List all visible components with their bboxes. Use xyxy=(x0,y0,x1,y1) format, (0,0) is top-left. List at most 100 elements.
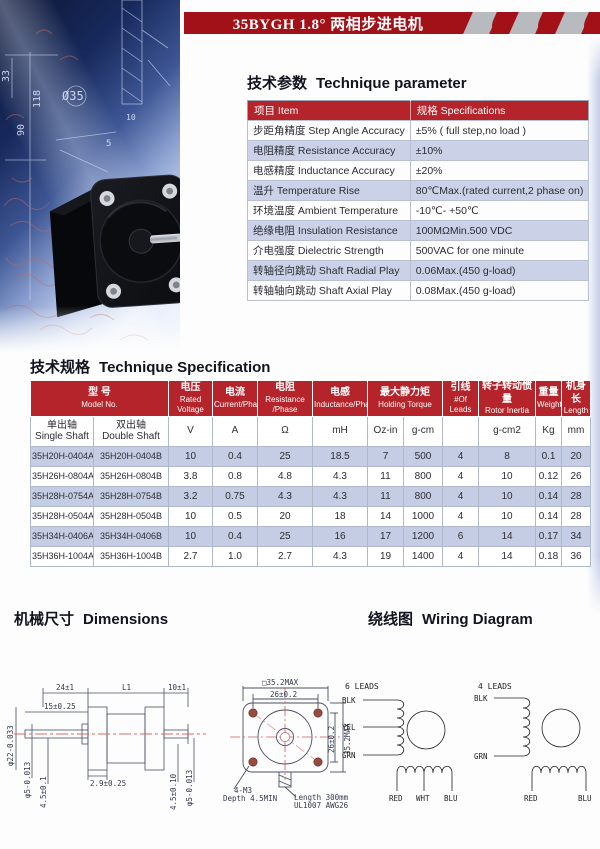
spec-cell: 18 xyxy=(312,505,368,527)
spec-unit-header: Ω xyxy=(257,415,313,447)
spec-cell: 8 xyxy=(478,445,537,467)
spec-unit-header xyxy=(442,415,480,447)
param-item-cell: 温升 Temperature Rise xyxy=(247,180,411,201)
param-spec-cell: ±10% xyxy=(409,140,590,161)
spec-cell: 25 xyxy=(257,445,313,467)
param-item-cell: 转轴径向跳动 Shaft Radial Play xyxy=(247,260,411,281)
spec-cell: 10 xyxy=(168,505,213,527)
spec-cell: 10 xyxy=(168,445,213,467)
svg-text:L1: L1 xyxy=(122,683,131,692)
spec-cell: 2.7 xyxy=(168,545,213,567)
spec-cell: 20 xyxy=(561,445,592,467)
spec-row: 35H20H-0404A 35H20H-0404B 10 0.4 25 18.5 7 500 4… xyxy=(30,445,592,467)
svg-text:φ5-0.013: φ5-0.013 xyxy=(185,770,194,806)
param-row: 介电强度 Dielectric Strength 500VAC for one m… xyxy=(247,240,590,261)
param-spec-cell: 0.06Max.(450 g-load) xyxy=(409,260,590,281)
side-view-drawing: 24±1 L1 10±1 15±0.25 φ22-0.033 φ5-0.013 … xyxy=(2,658,220,849)
dimensions-heading: 机械尺寸 Dimensions xyxy=(14,608,168,629)
dimensions-heading-zh: 机械尺寸 xyxy=(14,611,75,628)
svg-text:YEL: YEL xyxy=(342,723,356,732)
spec-col-header: 转子转动惯量 Rotor Inertia xyxy=(478,380,537,417)
spec-cell: 4 xyxy=(442,465,480,487)
spec-cell: 28 xyxy=(561,485,592,507)
param-spec-cell: 80℃Max.(rated current,2 phase on) xyxy=(409,180,590,201)
svg-text:118: 118 xyxy=(32,90,43,108)
svg-text:Ø35: Ø35 xyxy=(62,89,84,103)
spec-cell: 0.8 xyxy=(212,465,258,487)
parameters-table: 项目 Item 规格 Specifications 步距角精度 Step Ang… xyxy=(247,100,590,301)
parameters-heading: 技术参数 Technique parameter xyxy=(247,72,467,93)
param-row: 电阻精度 Resistance Accuracy ±10% xyxy=(247,140,590,161)
spec-cell: 18.5 xyxy=(312,445,368,467)
param-item-cell: 电阻精度 Resistance Accuracy xyxy=(247,140,411,161)
spec-cell: 4.3 xyxy=(312,485,368,507)
spec-cell: 0.12 xyxy=(535,465,563,487)
spec-cell: 4.3 xyxy=(257,485,313,507)
svg-text:BLU: BLU xyxy=(578,794,592,803)
specification-heading: 技术规格 Technique Specification xyxy=(30,356,270,377)
four-leads-label: 4 LEADS xyxy=(478,682,512,691)
spec-cell: 35H28H-0754A xyxy=(30,485,94,507)
wiring-heading-en: Wiring Diagram xyxy=(422,611,533,628)
spec-unit-header: 双出轴 Double Shaft xyxy=(93,415,169,447)
parameters-heading-en: Technique parameter xyxy=(316,75,467,92)
param-item-cell: 转轴轴向跳动 Shaft Axial Play xyxy=(247,280,411,301)
spec-unit-header: V xyxy=(168,415,213,447)
svg-text:5: 5 xyxy=(106,139,111,149)
spec-cell: 7 xyxy=(367,445,404,467)
front-view-drawing: □35.2MAX 26±0.2 26±0.2 35.2MAX 4-M3 Dept… xyxy=(222,658,352,849)
param-row: 环境温度 Ambient Temperature -10℃- +50℃ xyxy=(247,200,590,221)
spec-col-header: 电压 Rated Voltage xyxy=(168,380,213,417)
svg-text:2.9±0.25: 2.9±0.25 xyxy=(90,779,126,788)
parameters-heading-zh: 技术参数 xyxy=(247,75,308,92)
spec-cell: 35H36H-1004A xyxy=(30,545,94,567)
spec-cell: 28 xyxy=(561,505,592,527)
banner-stripe-decoration xyxy=(462,12,600,34)
spec-col-header: 重量 Weight xyxy=(535,380,563,417)
spec-cell: 0.14 xyxy=(535,485,563,507)
spec-cell: 35H20H-0404A xyxy=(30,445,94,467)
spec-col-header: 电阻 Resistance /Phase xyxy=(257,380,313,417)
svg-text:φ22-0.033: φ22-0.033 xyxy=(6,725,15,766)
svg-text:33: 33 xyxy=(1,70,12,82)
svg-text:Length 300mm: Length 300mm xyxy=(294,793,349,802)
spec-cell: 0.17 xyxy=(535,525,563,547)
parameters-header-row: 项目 Item 规格 Specifications xyxy=(247,100,589,121)
spec-cell: 35H26H-0804B xyxy=(93,465,169,487)
svg-text:φ5-0.013: φ5-0.013 xyxy=(23,762,32,798)
spec-cell: 4.3 xyxy=(312,545,368,567)
spec-cell: 10 xyxy=(478,505,537,527)
svg-text:Depth 4.5MIN: Depth 4.5MIN xyxy=(223,794,277,803)
spec-cell: 26 xyxy=(561,465,592,487)
spec-cell: 14 xyxy=(367,505,404,527)
spec-cell: 6 xyxy=(442,525,480,547)
param-spec-cell: ±20% xyxy=(409,160,590,181)
param-spec-cell: 0.08Max.(450 g-load) xyxy=(409,280,590,301)
spec-cell: 25 xyxy=(257,525,313,547)
svg-text:26±0.2: 26±0.2 xyxy=(327,726,336,753)
spec-cell: 10 xyxy=(478,485,537,507)
spec-cell: 0.1 xyxy=(535,445,563,467)
param-row: 转轴轴向跳动 Shaft Axial Play 0.08Max.(450 g-lo… xyxy=(247,280,590,301)
spec-cell: 35H34H-0406A xyxy=(30,525,94,547)
spec-cell: 0.4 xyxy=(212,445,258,467)
wiring-heading-zh: 绕线图 xyxy=(368,611,414,628)
spec-cell: 500 xyxy=(402,445,444,467)
param-row: 转轴径向跳动 Shaft Radial Play 0.06Max.(450 g-l… xyxy=(247,260,590,281)
spec-cell: 19 xyxy=(367,545,404,567)
svg-text:RED: RED xyxy=(524,794,538,803)
svg-text:15±0.25: 15±0.25 xyxy=(44,702,76,711)
param-row: 步距角精度 Step Angle Accuracy ±5% ( full step… xyxy=(247,120,590,141)
spec-cell: 0.14 xyxy=(535,505,563,527)
spec-col-header: 最大静力矩 Holding Torque xyxy=(366,380,444,417)
spec-cell: 35H28H-0754B xyxy=(93,485,169,507)
spec-col-header: 机身长 Length xyxy=(561,380,592,417)
wiring-diagram-6-leads: 6 LEADS BLK YEL GRN RED WHT BLU xyxy=(340,672,466,817)
spec-cell: 34 xyxy=(561,525,592,547)
specification-heading-en: Technique Specification xyxy=(99,359,271,376)
param-item-cell: 绝缘电阻 Insulation Resistance xyxy=(247,220,411,241)
spec-cell: 800 xyxy=(402,485,444,507)
